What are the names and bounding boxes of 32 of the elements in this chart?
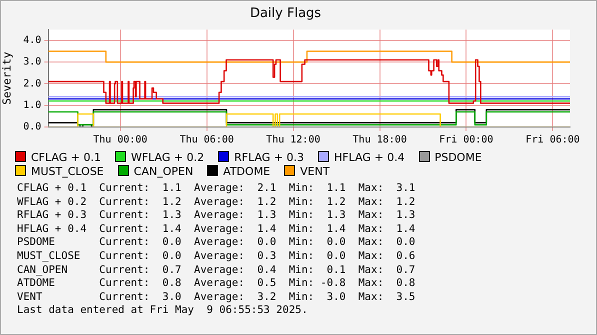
legend-label: VENT (300, 165, 330, 178)
legend-label: MUST_CLOSE (31, 165, 104, 178)
y-tick-label: 2.0 (23, 78, 42, 90)
text: VENT Current: 3.0 Average: 3.2 Min: 3.0 Max: 3.5 (17, 290, 416, 303)
legend-label: CAN_OPEN (134, 165, 194, 178)
legend-label: RFLAG + 0.3 (234, 151, 304, 164)
text: CFLAG + 0.1 Current: 1.1 Average: 2.1 Min: 1.1 Max: 3.1 (17, 182, 416, 194)
text: RFLAG + 0.3 Current: 1.3 Average: 1.3 Min: 1.3 Max: 1.3 (17, 209, 416, 222)
legend-label: CFLAG + 0.1 (31, 151, 101, 164)
y-tick-label: 1.0 (23, 100, 42, 111)
text: PSDOME Current: 0.0 Average: 0.0 Min: 0.0 Max: 0.0 (17, 236, 416, 248)
text: HFLAG + 0.4 Current: 1.4 Average: 1.4 Min: 1.4 Max: 1.4 (17, 222, 416, 235)
text: MUST_CLOSE Current: 0.0 Average: 0.3 Min: 0.0 Max: 0.6 (17, 250, 416, 262)
y-tick-label: 4.0 (23, 35, 42, 46)
x-tick-label: Thu 18:00 (352, 134, 407, 146)
legend-label: PSDOME (434, 151, 482, 164)
legend-label: HFLAG + 0.4 (334, 151, 405, 164)
x-tick-label: Thu 12:00 (266, 134, 320, 146)
text: WFLAG + 0.2 Current: 1.2 Average: 1.2 Min: 1.2 Max: 1.2 (17, 196, 416, 208)
y-tick-label: 3.0 (23, 56, 42, 68)
x-tick-label: Thu 00:00 (93, 134, 148, 146)
x-tick-label: Fri 00:00 (439, 134, 494, 146)
text: CAN_OPEN Current: 0.7 Average: 0.4 Min: 0.1 Max: 0.7 (17, 264, 416, 276)
legend-label: WFLAG + 0.2 (130, 151, 204, 164)
y-axis-title: Severity (0, 51, 14, 105)
text: ATDOME Current: 0.8 Average: 0.5 Min: -0.8 Max: 0.8 (17, 277, 416, 290)
y-tick-label: 0.0 (23, 122, 42, 133)
text: Last data entered at Fri May 9 06:55:53 2025. (17, 304, 308, 316)
x-tick-label: Thu 06:00 (180, 134, 234, 146)
chart-title: Daily Flags (250, 6, 322, 22)
x-tick-label: Fri 06:00 (526, 134, 580, 146)
legend-label: ATDOME (223, 165, 270, 178)
